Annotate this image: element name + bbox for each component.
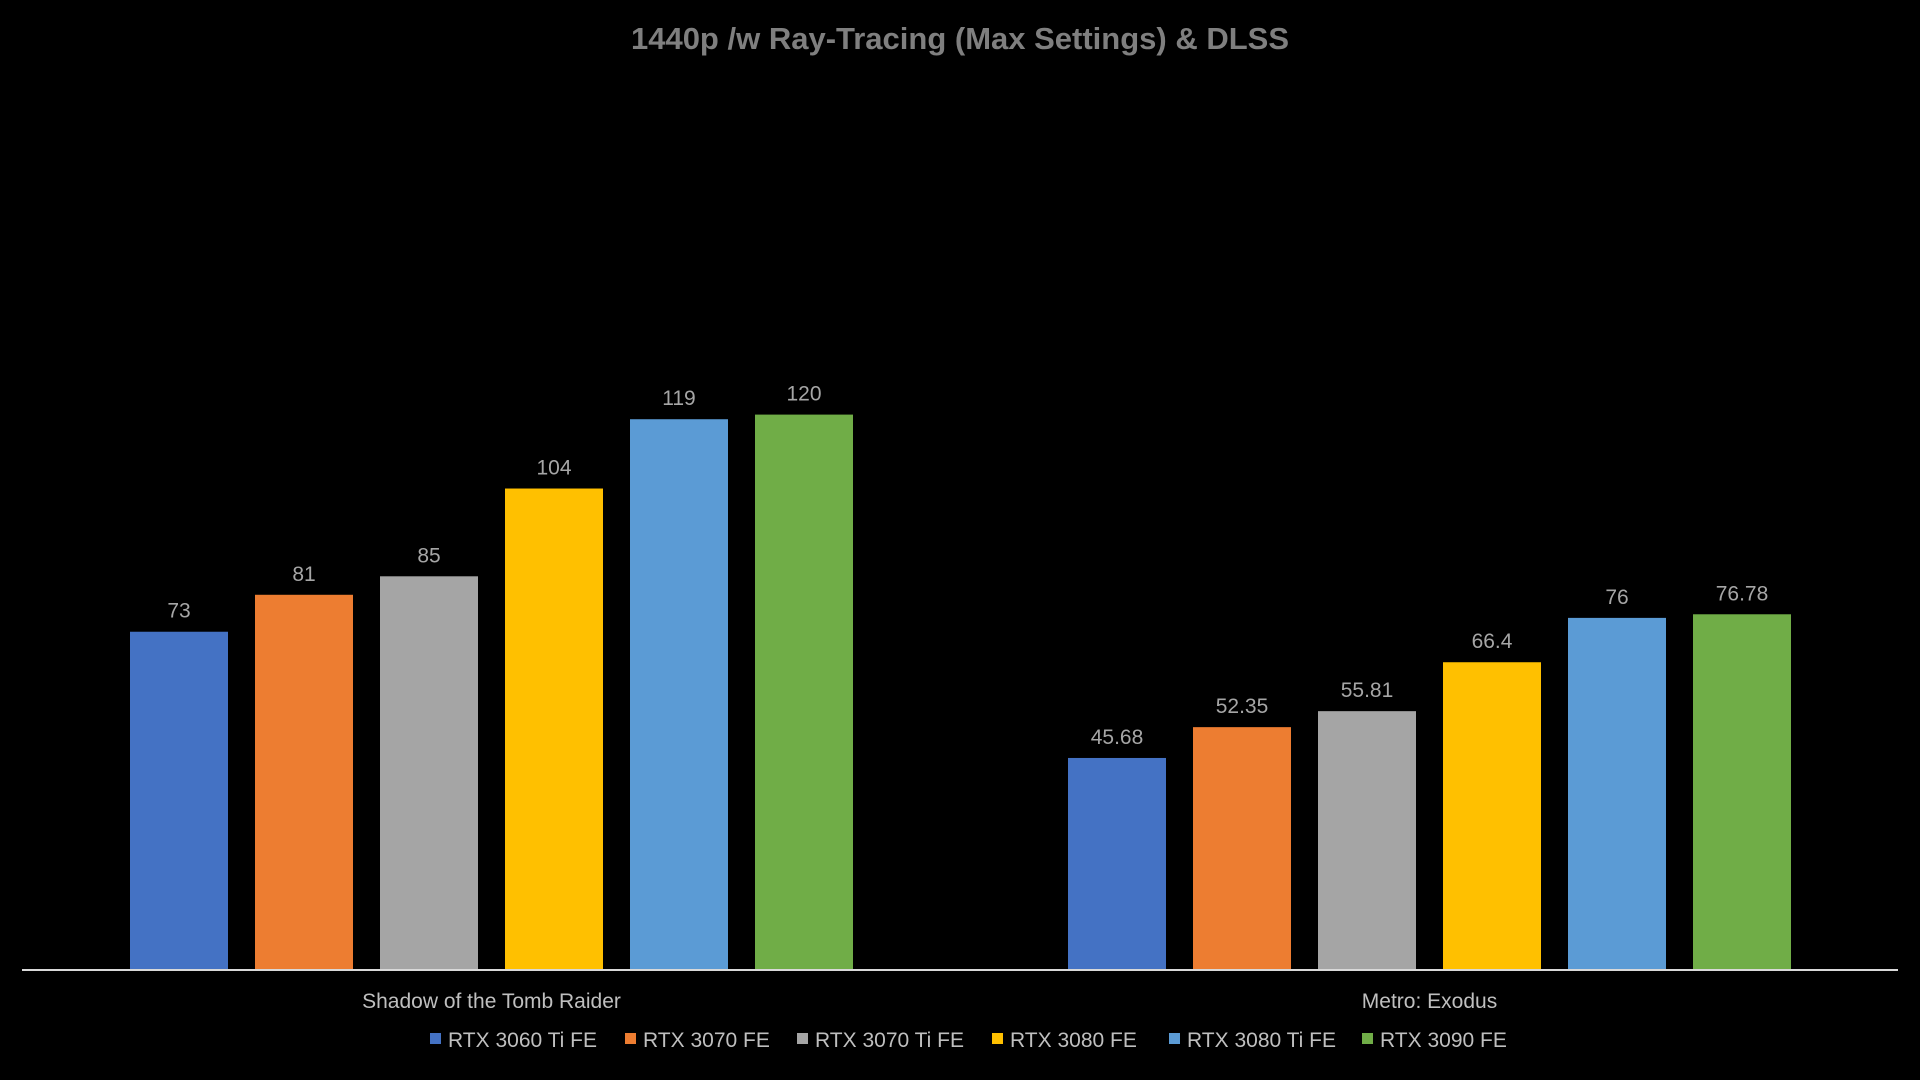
data-label: 119 (662, 387, 695, 410)
data-label: 55.81 (1341, 679, 1394, 702)
bar-1-2 (255, 594, 353, 969)
category-label: Shadow of the Tomb Raider (362, 990, 621, 1013)
legend-label: RTX 3080 FE (1010, 1029, 1137, 1052)
data-label: 104 (536, 457, 571, 480)
data-label: 85 (417, 544, 440, 567)
legend-swatch (992, 1033, 1003, 1044)
bar-2-3 (1318, 711, 1416, 969)
legend-label: RTX 3090 FE (1380, 1029, 1507, 1052)
bar-1-1 (130, 631, 228, 969)
bar-2-6 (1693, 614, 1791, 969)
legend-label: RTX 3080 Ti FE (1187, 1029, 1336, 1052)
bar-2-2 (1193, 727, 1291, 969)
legend-swatch (625, 1033, 636, 1044)
legend: RTX 3060 Ti FE RTX 3070 FE RTX 3070 Ti FE R… (430, 1029, 1507, 1052)
legend-label: RTX 3070 FE (643, 1029, 770, 1052)
data-label: 76.78 (1716, 582, 1769, 605)
bar-2-5 (1568, 617, 1666, 969)
data-label: 52.35 (1216, 695, 1269, 718)
bar-2-4 (1443, 662, 1541, 969)
bar-1-3 (380, 576, 478, 969)
legend-swatch (430, 1033, 441, 1044)
bar-1-5 (630, 419, 728, 970)
bar-2-1 (1068, 757, 1166, 969)
category-label: Metro: Exodus (1362, 990, 1497, 1013)
data-label: 81 (292, 563, 315, 586)
chart-title: 1440p /w Ray-Tracing (Max Settings) & DL… (631, 21, 1289, 56)
bar-1-6 (755, 414, 853, 970)
data-label: 45.68 (1091, 726, 1144, 749)
bar-1-4 (505, 488, 603, 969)
data-label: 66.4 (1472, 630, 1513, 653)
legend-swatch (1169, 1033, 1180, 1044)
category-labels-layer: Shadow of the Tomb Raider Metro: Exodus (362, 990, 1497, 1013)
data-labels-layer: 73 81 85 104 119 120 45.68 52.35 55.81 66.4 76 76.7… (167, 383, 1768, 749)
data-label: 76 (1605, 586, 1628, 609)
legend-label: RTX 3070 Ti FE (815, 1029, 964, 1052)
legend-swatch (1362, 1033, 1373, 1044)
bars-layer (130, 414, 1791, 970)
legend-label: RTX 3060 Ti FE (448, 1029, 597, 1052)
data-label: 73 (167, 600, 190, 623)
data-label: 120 (786, 383, 821, 406)
legend-swatch (797, 1033, 808, 1044)
